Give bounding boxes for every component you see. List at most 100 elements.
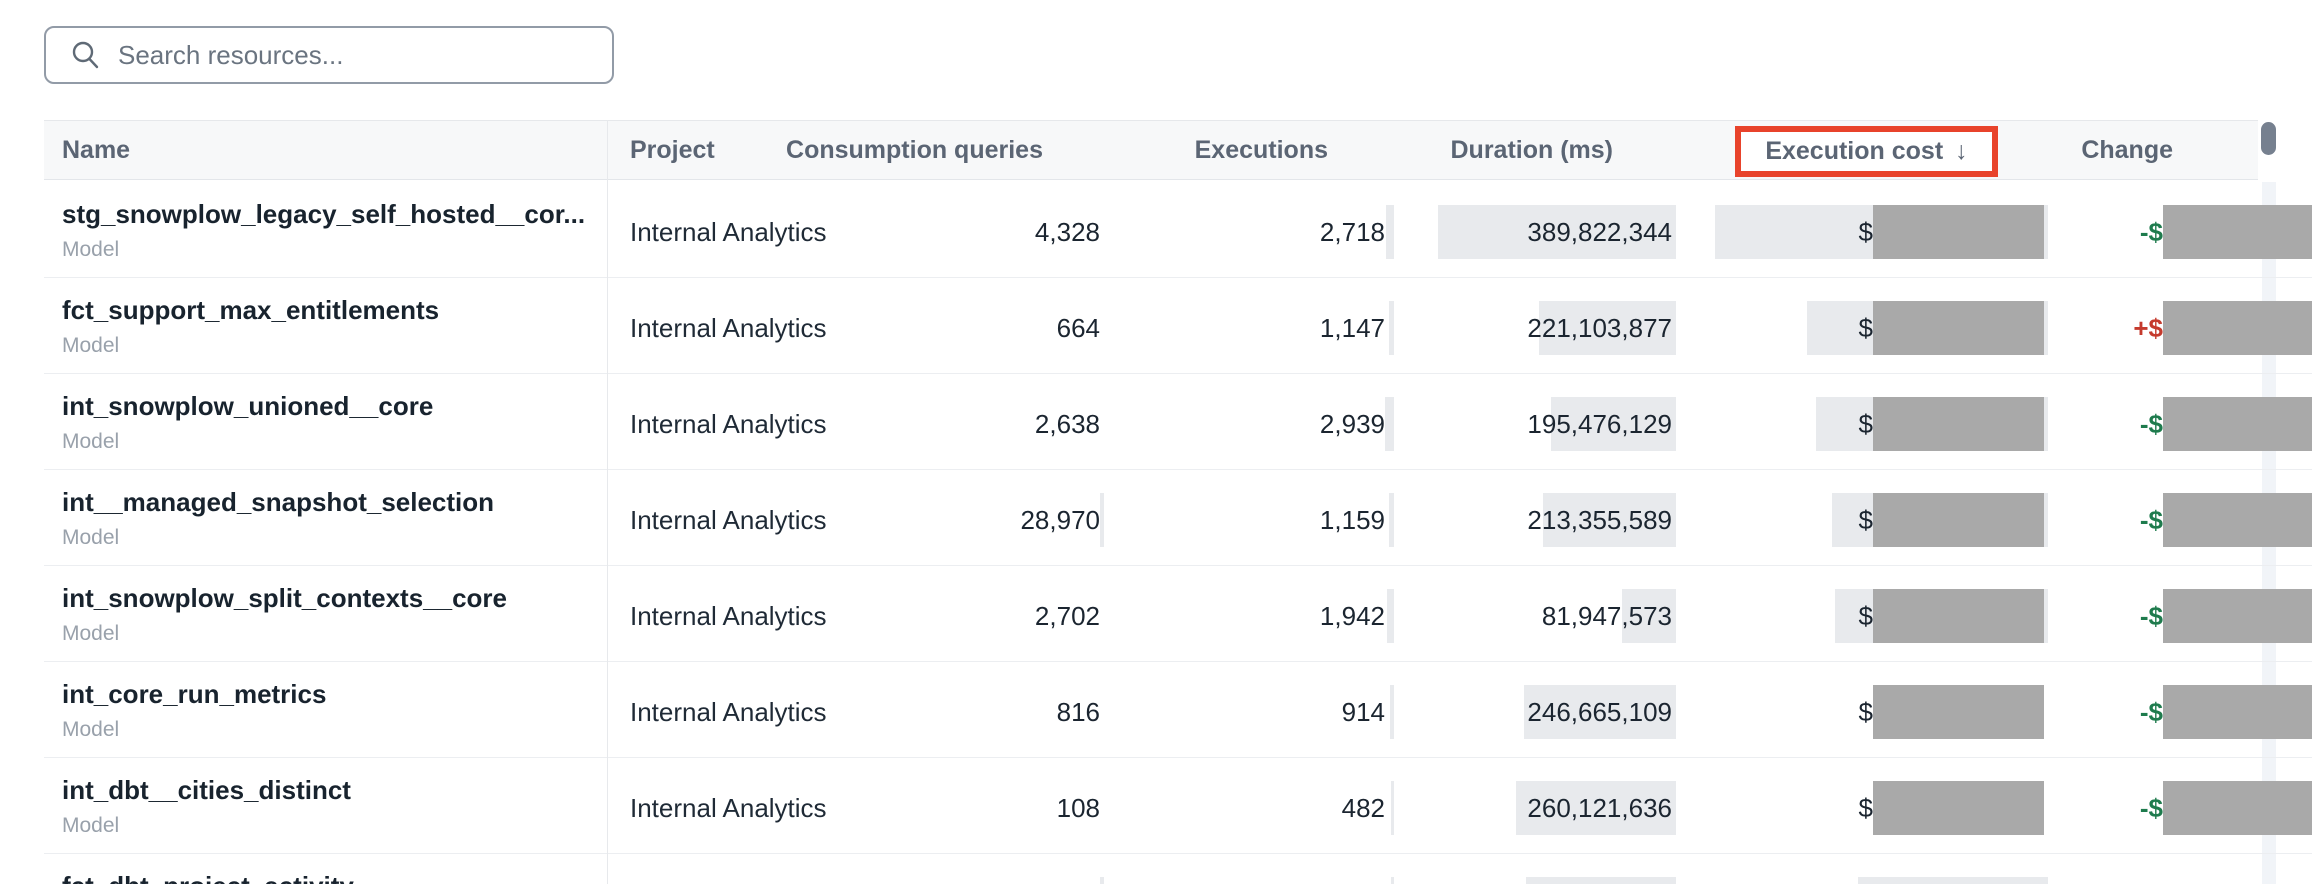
executions-cell: 1,942 [1319, 601, 1385, 631]
resource-name[interactable]: int_snowplow_split_contexts__core [62, 583, 508, 613]
executions-magnitude-bar [1387, 589, 1394, 643]
resource-name[interactable]: int_dbt__cities_distinct [62, 775, 351, 805]
resource-type-label: Model [62, 334, 120, 357]
table-row[interactable]: int_snowplow_unioned__core Model Internal … [44, 374, 2312, 470]
project-cell: Internal Analytics [630, 793, 827, 823]
duration-magnitude-bar [1526, 877, 1676, 884]
duration-cell: 246,665,109 [1527, 697, 1672, 727]
executions-cell: 1,147 [1319, 313, 1385, 343]
resource-name[interactable]: int_core_run_metrics [62, 679, 327, 709]
scrollbar-thumb[interactable] [2261, 122, 2276, 155]
queries-magnitude-bar [1100, 877, 1104, 884]
table-row[interactable]: fct_support_max_entitlements Model Interna… [44, 278, 2312, 374]
consumption-queries-cell: 816 [1056, 697, 1100, 727]
name-column-divider [607, 120, 608, 884]
consumption-queries-cell: 2,638 [1034, 409, 1100, 439]
execution-cost-currency: $ [1858, 313, 1873, 343]
executions-magnitude-bar [1386, 205, 1394, 259]
column-header-change[interactable]: Change [2081, 136, 2173, 164]
duration-magnitude-bar [1622, 589, 1676, 643]
table-row[interactable]: int__managed_snapshot_selection Model Inte… [44, 470, 2312, 566]
resource-type-label: Model [62, 238, 120, 261]
column-header-name[interactable]: Name [62, 136, 131, 164]
execution-cost-redaction [1873, 685, 2044, 739]
resource-type-label: Model [62, 622, 120, 645]
search-icon [72, 41, 99, 69]
change-redaction [2163, 205, 2312, 259]
consumption-queries-cell: 664 [1056, 313, 1100, 343]
execution-cost-sort-highlight-box: Execution cost ↓ [1735, 126, 1998, 177]
search-input[interactable] [44, 26, 614, 84]
change-redaction [2163, 493, 2312, 547]
resource-name[interactable]: int_snowplow_unioned__core [62, 391, 434, 421]
change-prefix: -$ [2139, 505, 2163, 535]
duration-magnitude-bar [1539, 301, 1676, 355]
duration-magnitude-bar [1543, 493, 1676, 547]
consumption-queries-cell: 4,328 [1034, 217, 1100, 247]
execution-cost-redaction [1873, 397, 2044, 451]
executions-magnitude-bar [1391, 877, 1394, 884]
duration-cell: 260,121,636 [1527, 793, 1672, 823]
queries-magnitude-bar [1100, 493, 1104, 547]
resource-name[interactable]: int__managed_snapshot_selection [62, 487, 495, 517]
column-header-duration[interactable]: Duration (ms) [1450, 136, 1614, 164]
table-row[interactable]: int_dbt__cities_distinct Model Internal An… [44, 758, 2312, 854]
cost-magnitude-bar [1858, 877, 2048, 884]
table-row[interactable]: int_core_run_metrics Model Internal Analyt… [44, 662, 2312, 758]
executions-magnitude-bar [1385, 397, 1394, 451]
change-redaction [2163, 685, 2312, 739]
executions-magnitude-bar [1389, 493, 1394, 547]
resource-name[interactable]: fct_support_max_entitlements [62, 295, 440, 325]
change-redaction [2163, 301, 2312, 355]
change-redaction [2163, 397, 2312, 451]
change-prefix: -$ [2139, 217, 2163, 247]
table-row[interactable]: int_snowplow_split_contexts__core Model In… [44, 566, 2312, 662]
table-row[interactable]: fct_dbt_project_activity [44, 854, 2312, 884]
execution-cost-currency: $ [1858, 697, 1873, 727]
executions-magnitude-bar [1391, 781, 1394, 835]
resource-name[interactable]: fct_dbt_project_activity [62, 868, 354, 884]
column-header-consumption-queries[interactable]: Consumption queries [786, 136, 1043, 164]
execution-cost-currency: $ [1858, 409, 1873, 439]
executions-cell: 914 [1341, 697, 1385, 727]
change-prefix: +$ [2133, 313, 2163, 343]
execution-cost-redaction [1873, 781, 2044, 835]
resources-table: Name Project Consumption queries Executi… [44, 120, 2312, 884]
execution-cost-redaction [1873, 301, 2044, 355]
execution-cost-redaction [1873, 493, 2044, 547]
column-header-executions[interactable]: Executions [1194, 136, 1328, 164]
duration-cell: 195,476,129 [1527, 409, 1672, 439]
change-prefix: -$ [2139, 793, 2163, 823]
column-header-project[interactable]: Project [630, 136, 715, 164]
table-row[interactable]: stg_snowplow_legacy_self_hosted__cor... M… [44, 182, 2312, 278]
resource-type-label: Model [62, 814, 120, 837]
duration-magnitude-bar [1524, 685, 1676, 739]
consumption-queries-cell: 2,702 [1034, 601, 1100, 631]
project-cell: Internal Analytics [630, 409, 827, 439]
column-header-execution-cost[interactable]: Execution cost [1765, 137, 1944, 165]
consumption-queries-cell: 28,970 [1020, 505, 1100, 535]
duration-magnitude-bar [1438, 205, 1676, 259]
duration-magnitude-bar [1551, 397, 1676, 451]
change-prefix: -$ [2139, 601, 2163, 631]
execution-cost-currency: $ [1858, 217, 1873, 247]
duration-cell: 213,355,589 [1527, 505, 1672, 535]
sort-descending-icon[interactable]: ↓ [1955, 137, 1968, 165]
executions-magnitude-bar [1390, 685, 1394, 739]
execution-cost-currency: $ [1858, 601, 1873, 631]
resource-type-label: Model [62, 718, 120, 741]
resource-type-label: Model [62, 526, 120, 549]
execution-cost-redaction [1873, 589, 2044, 643]
search-field[interactable] [116, 27, 612, 83]
execution-cost-currency: $ [1858, 505, 1873, 535]
consumption-queries-cell: 108 [1056, 793, 1100, 823]
resource-type-label: Model [62, 430, 120, 453]
executions-cell: 2,939 [1319, 409, 1385, 439]
execution-cost-currency: $ [1858, 793, 1873, 823]
project-cell: Internal Analytics [630, 313, 827, 343]
project-cell: Internal Analytics [630, 505, 827, 535]
resource-name[interactable]: stg_snowplow_legacy_self_hosted__cor... [62, 199, 586, 229]
duration-cell: 389,822,344 [1527, 217, 1672, 247]
project-cell: Internal Analytics [630, 697, 827, 727]
